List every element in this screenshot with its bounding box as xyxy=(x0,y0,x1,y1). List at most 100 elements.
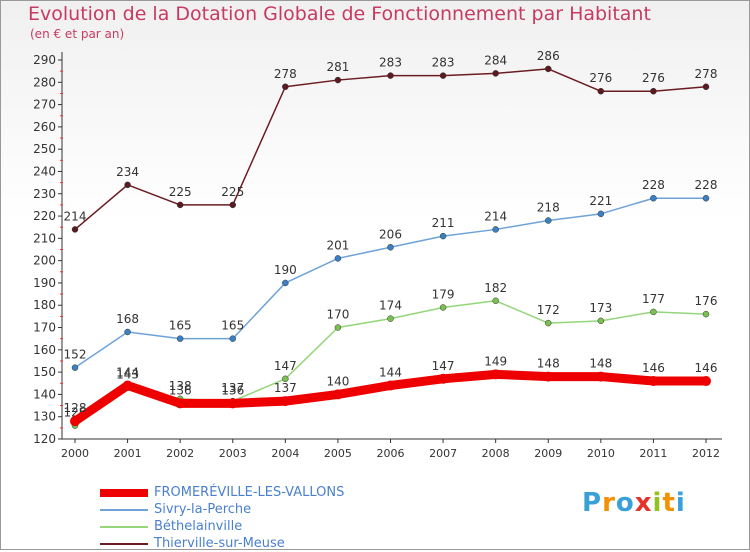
data-label: 137 xyxy=(274,381,297,395)
data-point xyxy=(650,194,657,202)
legend-label: Béthelainville xyxy=(154,519,243,534)
data-point xyxy=(387,315,394,322)
series-line xyxy=(74,197,707,369)
data-point xyxy=(701,376,711,387)
data-point xyxy=(229,201,236,209)
data-label: 284 xyxy=(484,53,507,67)
logo-letter: x xyxy=(634,488,653,518)
chart-subtitle: (en € et par an) xyxy=(30,27,125,41)
data-label: 225 xyxy=(221,185,244,199)
data-point xyxy=(282,375,289,383)
data-label: 190 xyxy=(274,263,297,277)
data-point xyxy=(545,65,552,73)
data-point xyxy=(597,210,605,218)
data-point xyxy=(702,194,710,202)
data-label: 138 xyxy=(169,379,192,393)
x-tick-label: 2006 xyxy=(377,447,405,460)
data-point xyxy=(227,398,238,409)
logo-letter: i xyxy=(675,488,686,518)
legend-item: Béthelainville xyxy=(100,518,344,535)
data-point xyxy=(439,232,447,240)
data-label: 174 xyxy=(379,299,402,313)
legend-swatch xyxy=(100,525,148,528)
x-tick-label: 2001 xyxy=(114,447,142,460)
data-point xyxy=(439,72,447,79)
legend-label: FROMERÉVILLE-LES-VALLONS xyxy=(154,485,345,500)
data-label: 182 xyxy=(484,281,507,295)
data-point xyxy=(492,70,499,77)
data-label: 214 xyxy=(484,209,507,223)
data-label: 137 xyxy=(221,381,244,395)
legend-item: FROMERÉVILLE-LES-VALLONS xyxy=(100,484,344,501)
data-label: 228 xyxy=(695,178,718,192)
y-tick-label: 240 xyxy=(33,164,56,178)
data-label: 136 xyxy=(221,383,244,397)
legend-item: Thierville-sur-Meuse xyxy=(100,535,344,552)
data-point xyxy=(492,226,499,233)
data-label: 148 xyxy=(537,357,560,371)
y-tick-label: 280 xyxy=(33,75,56,89)
data-point xyxy=(595,371,606,382)
y-tick-label: 250 xyxy=(33,142,56,156)
data-label: 173 xyxy=(589,301,612,315)
legend-item: Sivry-la-Perche xyxy=(100,501,344,518)
data-label: 276 xyxy=(642,71,665,85)
data-point xyxy=(122,380,133,391)
data-point xyxy=(280,396,291,407)
x-tick-label: 2007 xyxy=(429,447,457,460)
chart-title: Evolution de la Dotation Globale de Fonc… xyxy=(28,3,651,25)
proxiti-logo: Proxiti xyxy=(582,488,686,518)
data-point xyxy=(439,304,447,311)
data-point xyxy=(438,373,449,384)
data-point xyxy=(702,83,710,91)
data-label: 172 xyxy=(537,303,560,317)
data-point xyxy=(490,369,501,380)
data-label: 177 xyxy=(642,292,665,306)
data-label: 225 xyxy=(169,185,192,199)
data-label: 176 xyxy=(695,294,718,308)
x-tick-label: 2004 xyxy=(271,447,299,460)
data-point xyxy=(70,416,80,427)
data-label: 143 xyxy=(116,368,139,382)
x-tick-label: 2008 xyxy=(482,447,510,460)
data-point xyxy=(385,380,396,391)
data-label: 201 xyxy=(326,238,349,252)
data-label: 144 xyxy=(379,365,402,379)
data-label: 179 xyxy=(432,287,455,301)
data-point xyxy=(176,201,184,209)
x-tick-label: 2003 xyxy=(219,447,247,460)
data-label: 214 xyxy=(64,209,87,223)
y-tick-label: 150 xyxy=(33,365,56,379)
logo-letter: r xyxy=(602,488,616,518)
x-tick-label: 2012 xyxy=(692,447,720,460)
data-label: 152 xyxy=(64,348,87,362)
data-label: 147 xyxy=(432,359,455,373)
y-tick-label: 260 xyxy=(33,120,56,134)
x-tick-label: 2005 xyxy=(324,447,352,460)
y-tick-label: 140 xyxy=(33,387,56,401)
data-point xyxy=(545,319,552,327)
data-label: 286 xyxy=(537,49,560,63)
data-point xyxy=(229,335,236,342)
data-point xyxy=(334,76,342,84)
data-label: 148 xyxy=(589,357,612,371)
data-point xyxy=(176,335,184,342)
x-tick-label: 2000 xyxy=(61,447,89,460)
data-label: 228 xyxy=(642,178,665,192)
legend-swatch xyxy=(100,488,148,497)
y-tick-label: 220 xyxy=(33,209,56,223)
data-label: 281 xyxy=(326,60,349,74)
data-label: 218 xyxy=(537,201,560,215)
data-label: 283 xyxy=(379,56,402,70)
data-point xyxy=(545,217,552,224)
data-point xyxy=(543,371,554,382)
data-label: 234 xyxy=(116,165,139,179)
data-point xyxy=(332,389,343,400)
data-point xyxy=(282,279,289,287)
y-tick-label: 170 xyxy=(33,321,56,335)
x-tick-label: 2010 xyxy=(587,447,615,460)
data-point xyxy=(648,376,659,387)
data-label: 165 xyxy=(169,319,192,333)
data-point xyxy=(282,83,289,91)
